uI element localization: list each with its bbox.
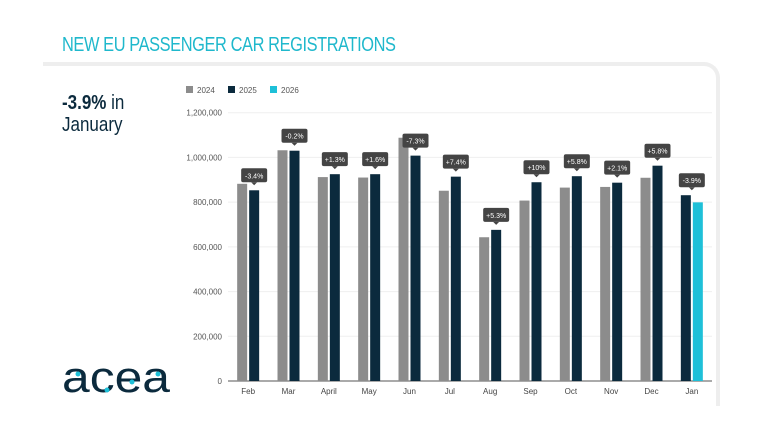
legend-label-2026: 2026 (281, 86, 299, 95)
change-label: +5.8% (647, 149, 667, 156)
x-tick-label: Feb (241, 387, 255, 396)
bar-2026-jan (692, 202, 703, 381)
legend-swatch-2026 (270, 86, 277, 93)
change-label-pointer (614, 174, 621, 178)
change-label-box (678, 173, 705, 188)
bar-2024-nov (600, 186, 611, 381)
change-label: +1.6% (365, 157, 385, 164)
acea-logo: acea (62, 356, 171, 402)
change-label-pointer (688, 187, 695, 191)
chart-card (43, 62, 720, 406)
bar-2025-oct (571, 176, 582, 381)
headline: -3.9% in January (62, 92, 124, 136)
change-label-pointer (331, 166, 338, 170)
bar-2025-sep (531, 182, 542, 381)
change-label-pointer (573, 168, 580, 172)
change-label-pointer (412, 147, 419, 151)
change-label-box (362, 152, 389, 167)
bar-2024-jul (438, 190, 449, 381)
legend-label-2025: 2025 (239, 86, 257, 95)
change-label-box (604, 160, 631, 175)
bar-2025-mar (289, 150, 300, 381)
change-label-box (563, 154, 590, 169)
bar-2024-oct (559, 187, 570, 381)
bar-2024-sep (519, 200, 530, 381)
bar-2025-dec (652, 165, 663, 381)
x-tick-label: Aug (483, 387, 497, 396)
change-label: +2.1% (607, 166, 627, 173)
change-label-box (483, 207, 510, 222)
change-label-box (523, 160, 550, 175)
y-tick-label: 800,000 (193, 198, 222, 207)
headline-month: January (62, 114, 123, 136)
bar-2025-may (370, 174, 381, 381)
change-label-box (321, 152, 348, 167)
y-tick-label: 400,000 (193, 288, 222, 297)
bar-2025-aug (491, 229, 502, 381)
bar-2025-april (329, 174, 340, 381)
bar-2024-feb (237, 183, 248, 381)
bar-2025-jul (450, 176, 461, 381)
change-label-pointer (654, 157, 661, 161)
legend-label-2024: 2024 (197, 86, 215, 95)
bar-2024-may (358, 177, 369, 381)
change-label-pointer (251, 182, 258, 186)
x-tick-label: Jul (445, 387, 455, 396)
x-tick-label: Mar (282, 387, 296, 396)
change-label: +10% (527, 165, 545, 172)
change-label-box (402, 133, 429, 148)
change-label: -3.9% (683, 178, 701, 185)
change-label: -7.3% (406, 139, 424, 146)
change-label: +1.3% (325, 157, 345, 164)
x-tick-label: Jan (685, 387, 698, 396)
x-tick-label: May (362, 387, 377, 396)
change-label: +5.8% (567, 159, 587, 166)
change-label: +5.3% (486, 213, 506, 220)
bar-2024-dec (640, 177, 651, 381)
change-label-box (644, 143, 671, 158)
y-tick-label: 0 (218, 377, 223, 386)
bar-2024-mar (277, 150, 288, 381)
bar-2025-jan (680, 195, 691, 381)
bar-2025-jun (410, 155, 421, 381)
bar-2024-aug (479, 237, 490, 381)
svg-text:acea: acea (62, 356, 171, 402)
y-tick-label: 600,000 (193, 243, 222, 252)
change-label-pointer (372, 166, 379, 170)
bar-2025-nov (612, 182, 623, 381)
y-tick-label: 1,000,000 (186, 153, 222, 162)
legend-swatch-2024 (186, 86, 193, 93)
change-label-pointer (452, 168, 459, 172)
x-tick-label: April (321, 387, 337, 396)
change-label-pointer (533, 174, 540, 178)
change-label: +7.4% (446, 160, 466, 167)
headline-in: in (106, 92, 125, 114)
headline-value: -3.9% (62, 92, 107, 114)
page-title: NEW EU PASSENGER CAR REGISTRATIONS (62, 34, 396, 56)
x-tick-label: Sep (523, 387, 538, 396)
y-tick-label: 1,200,000 (186, 109, 222, 118)
bar-2024-jun (398, 137, 409, 381)
bar-2024-april (317, 177, 328, 381)
x-tick-label: Nov (604, 387, 618, 396)
change-label-pointer (493, 221, 500, 225)
change-label: -0.2% (285, 134, 303, 141)
change-label-box (281, 128, 308, 143)
x-tick-label: Dec (644, 387, 658, 396)
bar-2025-feb (249, 190, 260, 381)
y-tick-label: 200,000 (193, 332, 222, 341)
x-tick-label: Jun (403, 387, 416, 396)
x-tick-label: Oct (565, 387, 578, 396)
change-label-box (442, 154, 469, 169)
change-label: -3.4% (245, 173, 263, 180)
change-label-pointer (291, 142, 298, 146)
change-label-box (241, 168, 268, 183)
legend-swatch-2025 (228, 86, 235, 93)
